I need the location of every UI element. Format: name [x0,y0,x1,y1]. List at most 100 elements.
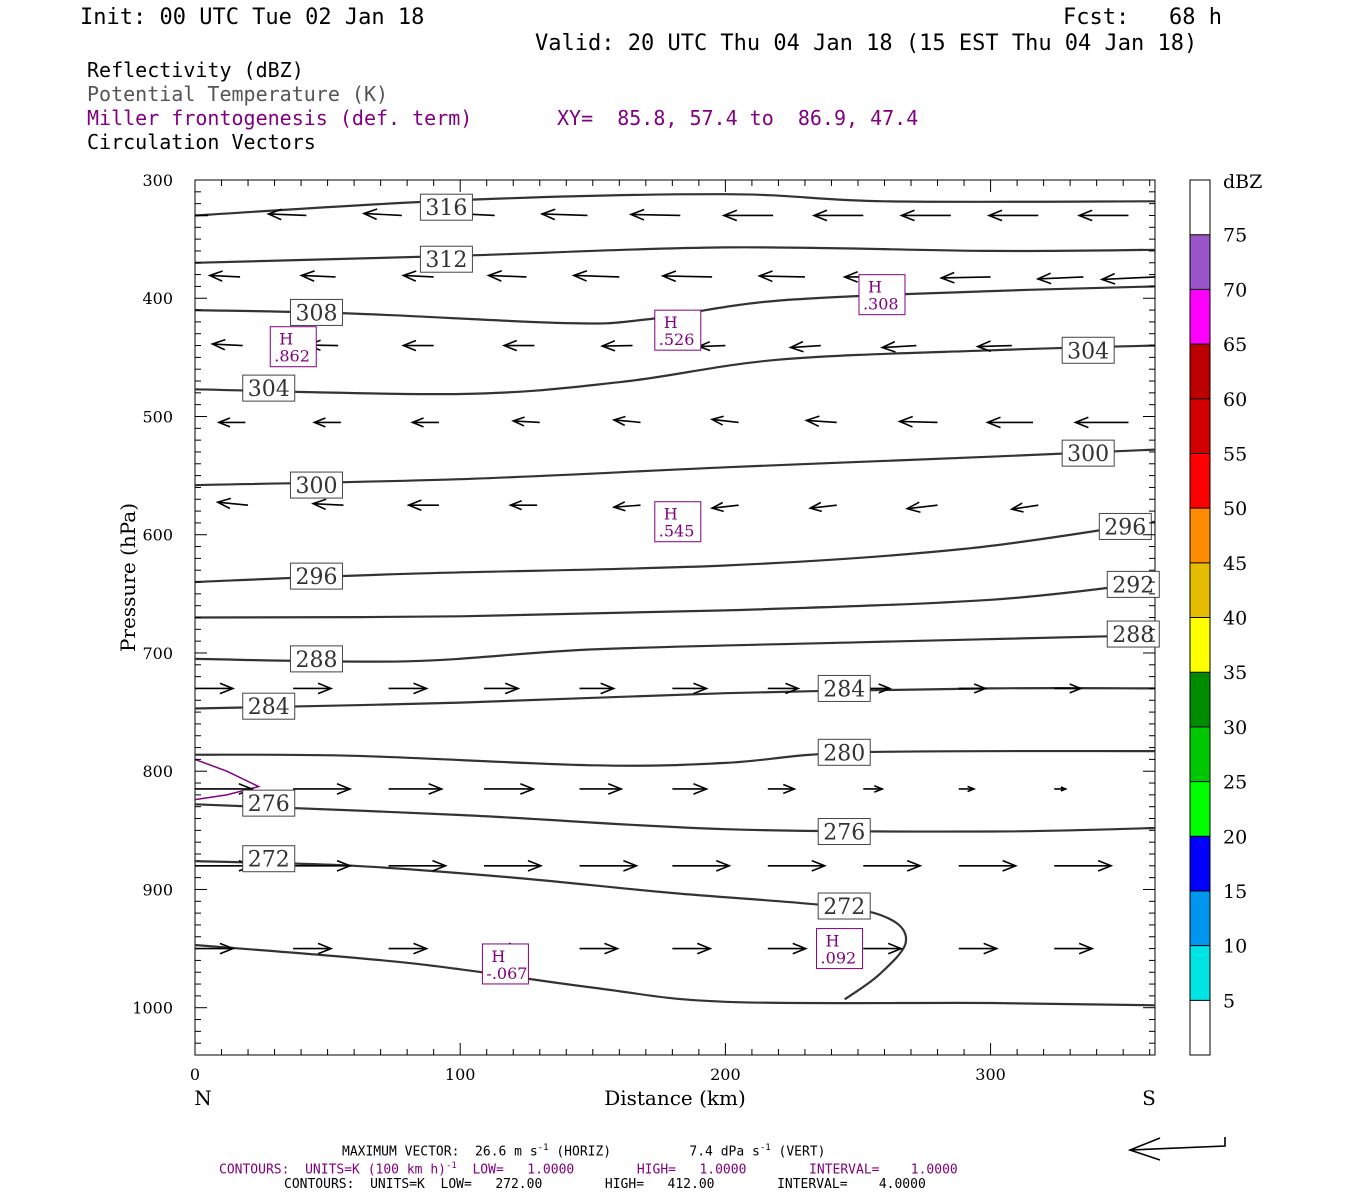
init-time: Init: 00 UTC Tue 02 Jan 18 [80,5,425,30]
circulation-vector [1037,276,1084,280]
reference-vector [1127,1137,1226,1161]
fronto-high-box [481,943,529,985]
circulation-vector-head [1077,209,1093,222]
x-tick-label: 200 [710,1065,741,1084]
colorbar-label: 25 [1223,772,1247,794]
circulation-vector-head [986,209,1003,222]
fronto-high-label: H [491,947,505,966]
circulation-vector-head [757,270,773,283]
circulation-vector-head [406,499,422,511]
theta-label-box [242,789,296,817]
colorbar-segment [1190,726,1210,782]
colorbar-segment [1190,562,1210,618]
circulation-vector-head [623,859,639,872]
circulation-vector-head [216,417,231,428]
y-tick-label: 400 [142,289,173,308]
circulation-vector-head [600,340,616,352]
theta-label-box [242,374,296,402]
y-tick-label: 300 [142,171,173,190]
fronto-high-label: H [664,505,678,524]
circulation-vector [403,274,434,278]
circulation-vector-head [1002,859,1018,872]
circulation-vector-head [715,859,732,872]
circulation-vector-head [299,270,315,282]
circulation-vector-head [311,498,327,511]
colorbar-label: 35 [1223,662,1247,684]
x-tick-label: 300 [975,1065,1006,1084]
frontogenesis-contours [195,758,261,801]
colorbar-label: 65 [1223,334,1247,356]
fronto-contour [195,758,261,801]
colorbar-label: 50 [1223,498,1247,520]
theta-label: 304 [248,377,290,402]
theta-label-box [1061,336,1115,364]
circulation-vector-head [983,942,999,955]
circulation-vector [882,344,917,349]
fronto-high-box [816,928,864,970]
circulation-vector-head [413,942,429,955]
fronto-high-box [654,309,702,351]
y-axis-label: Pressure (hPa) [116,503,140,652]
colorbar-label: 75 [1223,225,1247,247]
reference-vector-head [1127,1137,1161,1161]
fronto-high-value: .526 [659,330,695,349]
circulation-vector [541,213,588,217]
y-tick-label: 700 [142,644,173,663]
theta-contour-304 [195,344,1155,396]
colorbar-label: 15 [1223,881,1247,903]
circulation-vectors [195,208,1155,955]
circulation-vector [573,274,620,278]
colorbar-label: 40 [1223,608,1247,630]
theta-label-box [289,471,343,499]
circulation-vector-head [219,682,236,695]
circulation-vector [759,275,805,278]
y-tick-label: 900 [142,880,173,899]
circulation-vector [602,344,633,347]
circulation-vector-head [600,682,616,695]
colorbar-segment [1190,836,1210,891]
circulation-vector-head [361,208,378,221]
fronto-high-box [858,274,906,316]
x-tick-label: 100 [445,1065,476,1084]
circulation-vector [1101,276,1155,281]
circulation-vector [313,502,344,506]
theta-label-box [419,193,473,221]
circulation-vector [630,213,681,217]
circulation-vector-head [1035,272,1052,285]
theta-label-box [289,298,343,326]
theta-label-box [289,645,343,673]
circulation-vector [488,274,527,278]
circulation-vector-head [413,682,429,695]
circulation-vector-head [486,270,503,282]
circulation-vector [209,274,241,278]
colorbar-label: 45 [1223,553,1247,575]
theta-label: 300 [1067,442,1109,467]
theta-label: 280 [823,741,865,766]
circulation-vector-head [511,416,525,427]
circulation-vector [662,275,713,278]
circulation-vector-head [842,271,858,283]
circulation-vector-head [317,682,334,695]
colorbar-segment [1190,781,1210,837]
circulation-vector-head [432,859,448,872]
x-tick-label: 0 [190,1065,200,1084]
circulation-vector-head [604,942,620,955]
theta-contours [195,193,1155,1007]
circulation-vector-head [501,339,518,352]
legend-reflectivity: Reflectivity (dBZ) [87,58,304,82]
colorbar-segment [1190,945,1210,1001]
circulation-vector-head [1060,786,1068,792]
circulation-vector-head [1099,272,1116,285]
circulation-vector-head [975,340,992,353]
circulation-vector-head [219,942,236,955]
circulation-vector [698,344,726,348]
circulation-vector [217,501,249,506]
circulation-vector-head [1069,683,1083,694]
theta-label-box [1061,439,1115,467]
y-tick-label: 1000 [132,999,173,1018]
circulation-vector-head [939,271,955,284]
circulation-vector-head [611,415,626,427]
circulation-vector-head [811,209,828,222]
colorbar-segment [1190,453,1210,509]
